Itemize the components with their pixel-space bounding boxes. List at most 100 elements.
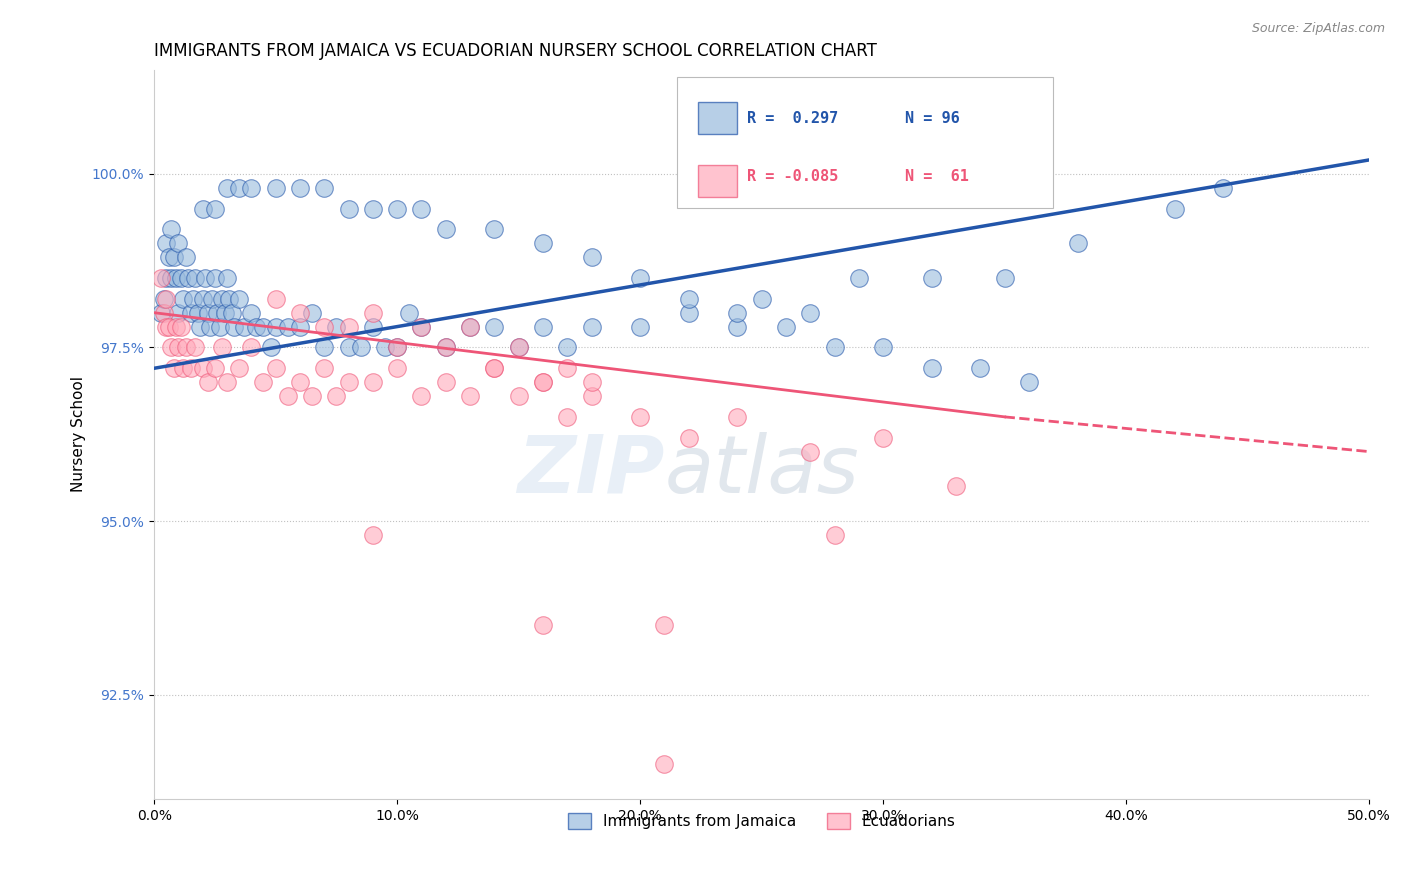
Point	[197, 375, 219, 389]
Point	[172, 292, 194, 306]
Point	[240, 180, 263, 194]
Point	[177, 271, 200, 285]
Point	[155, 271, 177, 285]
Point	[628, 409, 651, 424]
Point	[921, 271, 943, 285]
Point	[264, 180, 287, 194]
Point	[484, 361, 506, 376]
Point	[531, 375, 554, 389]
Point	[211, 340, 233, 354]
Point	[184, 271, 207, 285]
Point	[385, 202, 408, 216]
Point	[288, 306, 311, 320]
Point	[581, 250, 603, 264]
Point	[581, 389, 603, 403]
Point	[374, 340, 396, 354]
Point	[204, 271, 226, 285]
Point	[458, 319, 481, 334]
Point	[288, 319, 311, 334]
Point	[211, 292, 233, 306]
Point	[165, 319, 187, 334]
Point	[167, 306, 190, 320]
Point	[325, 319, 347, 334]
Point	[398, 306, 420, 320]
Point	[167, 340, 190, 354]
Point	[678, 431, 700, 445]
Point	[170, 271, 193, 285]
Point	[172, 361, 194, 376]
Text: R = -0.085: R = -0.085	[747, 169, 838, 184]
Point	[458, 389, 481, 403]
Text: atlas: atlas	[665, 432, 859, 509]
Point	[799, 306, 821, 320]
Point	[994, 271, 1017, 285]
Point	[157, 319, 180, 334]
Point	[198, 319, 221, 334]
Text: N =  61: N = 61	[905, 169, 969, 184]
Point	[228, 180, 250, 194]
Point	[221, 306, 243, 320]
Point	[725, 306, 748, 320]
Text: Source: ZipAtlas.com: Source: ZipAtlas.com	[1251, 22, 1385, 36]
Point	[264, 292, 287, 306]
Point	[531, 375, 554, 389]
Point	[314, 361, 336, 376]
Point	[654, 618, 676, 632]
Point	[1212, 180, 1234, 194]
Point	[218, 292, 240, 306]
Point	[157, 250, 180, 264]
Point	[160, 222, 183, 236]
Point	[872, 340, 894, 354]
Point	[628, 271, 651, 285]
Point	[215, 271, 238, 285]
Point	[288, 375, 311, 389]
Point	[434, 340, 457, 354]
Point	[207, 306, 229, 320]
Point	[799, 444, 821, 458]
Legend: Immigrants from Jamaica, Ecuadorians: Immigrants from Jamaica, Ecuadorians	[561, 806, 962, 835]
Point	[628, 319, 651, 334]
Point	[301, 306, 323, 320]
Point	[872, 431, 894, 445]
Point	[150, 271, 173, 285]
Point	[240, 340, 263, 354]
Point	[531, 236, 554, 251]
Point	[204, 202, 226, 216]
Point	[194, 271, 217, 285]
Point	[484, 361, 506, 376]
Point	[187, 306, 209, 320]
Point	[581, 375, 603, 389]
Point	[1018, 375, 1040, 389]
Point	[945, 479, 967, 493]
Point	[201, 292, 224, 306]
Point	[484, 319, 506, 334]
FancyBboxPatch shape	[676, 77, 1053, 208]
FancyBboxPatch shape	[699, 102, 737, 134]
Point	[191, 202, 214, 216]
Point	[174, 340, 197, 354]
Point	[215, 180, 238, 194]
Point	[555, 340, 578, 354]
Point	[245, 319, 267, 334]
Point	[160, 340, 183, 354]
Point	[555, 409, 578, 424]
Point	[385, 361, 408, 376]
Point	[288, 180, 311, 194]
Point	[581, 319, 603, 334]
Point	[252, 319, 274, 334]
Point	[411, 319, 433, 334]
Point	[654, 757, 676, 772]
Point	[385, 340, 408, 354]
Point	[1066, 236, 1088, 251]
Point	[277, 389, 299, 403]
Point	[350, 340, 373, 354]
Point	[361, 375, 384, 389]
Point	[508, 340, 530, 354]
Point	[228, 292, 250, 306]
Point	[508, 340, 530, 354]
Point	[228, 361, 250, 376]
Text: R =  0.297: R = 0.297	[747, 111, 838, 126]
Point	[434, 222, 457, 236]
Point	[1164, 202, 1187, 216]
Point	[153, 306, 176, 320]
